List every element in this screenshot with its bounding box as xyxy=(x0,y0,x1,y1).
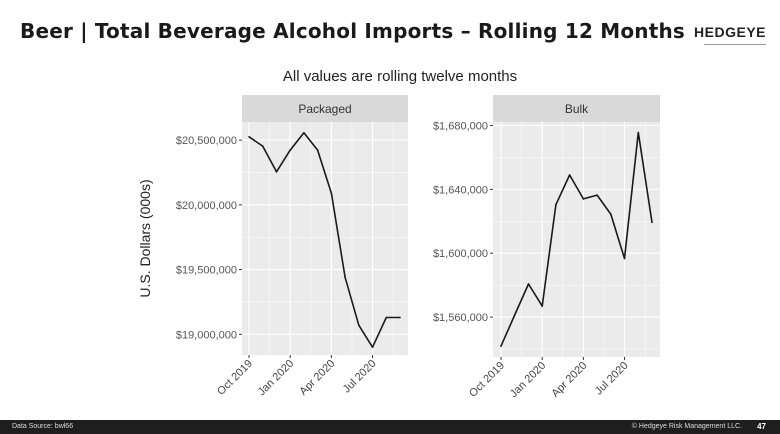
data-point xyxy=(651,221,653,224)
data-point xyxy=(555,203,557,206)
data-point xyxy=(289,149,291,151)
slide-title: Beer | Total Beverage Alcohol Imports – … xyxy=(20,19,686,43)
data-point xyxy=(513,314,516,316)
y-tick-label: $19,500,000 xyxy=(176,265,237,277)
data-point xyxy=(610,213,612,215)
data-point xyxy=(541,305,543,307)
y-tick-label: $20,500,000 xyxy=(176,135,237,147)
x-tick-label: Oct 2019 xyxy=(467,360,507,400)
data-point xyxy=(303,131,305,134)
y-tick-label: $1,680,000 xyxy=(433,121,488,133)
data-point xyxy=(623,257,626,260)
page-number: 47 xyxy=(757,422,766,431)
x-tick-label: Apr 2020 xyxy=(549,360,589,400)
data-point xyxy=(637,131,640,134)
data-point xyxy=(330,192,333,194)
data-point xyxy=(358,324,360,327)
facet-strip xyxy=(242,95,408,122)
data-point xyxy=(261,145,264,147)
facet-strip xyxy=(493,95,660,122)
data-source: Data Source: bwl66 xyxy=(12,423,74,430)
y-tick-label: $19,000,000 xyxy=(176,329,237,341)
data-point xyxy=(596,194,598,196)
x-tick-label: Jan 2020 xyxy=(256,358,296,398)
x-tick-label: Apr 2020 xyxy=(297,358,337,398)
y-tick-label: $1,640,000 xyxy=(433,184,488,196)
data-point xyxy=(527,283,530,285)
plot-panel xyxy=(242,122,408,355)
data-point xyxy=(385,316,388,319)
chart-subtitle: All values are rolling twelve months xyxy=(282,68,518,85)
copyright: © Hedgeye Risk Management LLC. xyxy=(631,423,742,430)
y-tick-label: $1,600,000 xyxy=(433,248,488,260)
facet-label-bulk: Bulk xyxy=(565,102,589,116)
data-point xyxy=(568,174,571,176)
plot-panel xyxy=(493,122,660,357)
x-tick-label: Jan 2020 xyxy=(508,360,548,400)
footer-bar: Data Source: bwl66 © Hedgeye Risk Manage… xyxy=(0,420,780,434)
data-point xyxy=(275,171,278,173)
hedgeye-logo: HEDGEYE xyxy=(694,24,766,40)
faceted-line-chart: Packaged $19,000,000 $19,500,000 $20,000,00… xyxy=(137,95,660,400)
data-point xyxy=(500,345,502,347)
y-tick-label: $20,000,000 xyxy=(176,200,237,212)
data-point xyxy=(399,316,401,319)
data-point xyxy=(582,198,585,200)
data-point xyxy=(248,135,250,138)
series-line-bulk xyxy=(500,131,653,347)
x-tick-label: Jul 2020 xyxy=(593,360,631,398)
data-point xyxy=(344,276,346,279)
data-point xyxy=(371,346,374,349)
series-line-packaged xyxy=(248,131,400,349)
x-tick-label: Oct 2019 xyxy=(215,358,255,398)
y-tick-label: $1,560,000 xyxy=(433,312,488,324)
facet-label-packaged: Packaged xyxy=(298,102,351,116)
x-tick-label: Jul 2020 xyxy=(341,358,379,396)
y-axis-label: U.S. Dollars (000s) xyxy=(137,179,153,297)
data-point xyxy=(316,149,319,151)
logo-underline xyxy=(704,44,766,45)
